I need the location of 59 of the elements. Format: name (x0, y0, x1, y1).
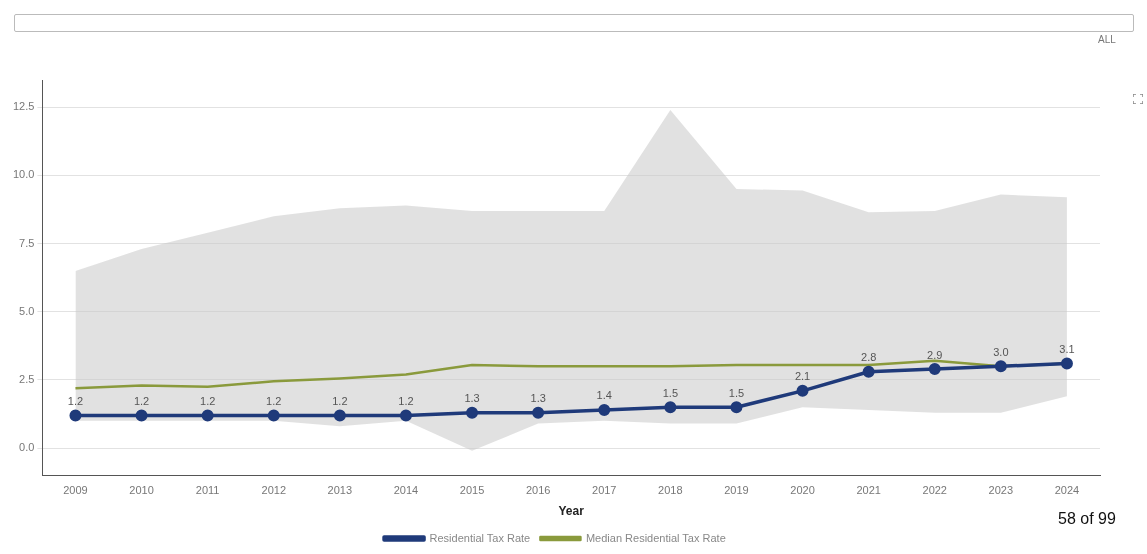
point (201, 409, 214, 422)
x-tick-label: 2011 (195, 484, 220, 497)
point (466, 406, 479, 419)
text: ALL (1098, 34, 1116, 45)
x-tick-label: 2015 (459, 484, 485, 497)
point (399, 409, 412, 422)
data-label: 1.2 (398, 394, 414, 407)
legend-label: Median Residential Tax Rate (585, 531, 726, 544)
x-tick-label: 2013 (327, 484, 353, 497)
x-tick-label: 2023 (988, 484, 1014, 497)
data-label: 1.2 (266, 394, 282, 407)
x-tick-label: 2010 (129, 484, 154, 497)
data-label: 1.3 (464, 392, 480, 405)
data-label: 1.3 (530, 392, 546, 405)
y-tick-label: 7.5 (19, 236, 35, 249)
point (796, 384, 809, 397)
point (532, 406, 545, 419)
point (267, 409, 280, 422)
data-label: 1.5 (728, 386, 745, 399)
data-label: 1.2 (133, 394, 150, 407)
point (333, 409, 346, 422)
point (69, 409, 82, 422)
y-tick-label: 10.0 (12, 168, 35, 181)
legend-label: Residential Tax Rate (429, 531, 531, 544)
data-label: 2.9 (927, 348, 943, 361)
x-tick-label: 2019 (724, 484, 749, 497)
data-label: 3.0 (993, 345, 1009, 358)
x-tick-label: 2018 (658, 484, 683, 497)
data-label: 2.8 (861, 351, 877, 364)
x-tick-label: 2020 (790, 484, 815, 497)
x-tick-label: 2012 (261, 484, 286, 497)
data-label: 2.1 (794, 370, 811, 383)
data-label: 1.4 (596, 389, 612, 402)
x-tick-label: 2017 (592, 484, 617, 497)
x-tick-label: 2016 (525, 484, 551, 497)
y-tick-label: 2.5 (19, 372, 35, 385)
point (664, 401, 677, 414)
data-label: 1.5 (662, 386, 678, 399)
point (862, 365, 875, 378)
y-tick-label: 5.0 (19, 304, 35, 317)
x-tick-label: 2022 (922, 484, 947, 497)
point (1060, 357, 1073, 370)
x-axis-title: Year (558, 504, 585, 519)
data-label: 1.2 (200, 394, 216, 407)
data-label: 1.2 (67, 394, 84, 407)
point (928, 363, 941, 376)
x-tick-label: 2024 (1054, 484, 1080, 497)
point (598, 403, 611, 416)
x-tick-label: 2014 (393, 484, 419, 497)
point (994, 360, 1007, 373)
y-tick-label: 12.5 (12, 100, 35, 113)
data-label: 1.2 (332, 394, 348, 407)
x-tick-label: 2009 (63, 484, 88, 497)
point (730, 401, 743, 414)
text: 58 of 99 (1058, 510, 1116, 528)
data-label: 3.1 (1059, 343, 1075, 356)
point (135, 409, 148, 422)
x-tick-label: 2021 (856, 484, 881, 497)
y-tick-label: 0.0 (19, 441, 35, 454)
